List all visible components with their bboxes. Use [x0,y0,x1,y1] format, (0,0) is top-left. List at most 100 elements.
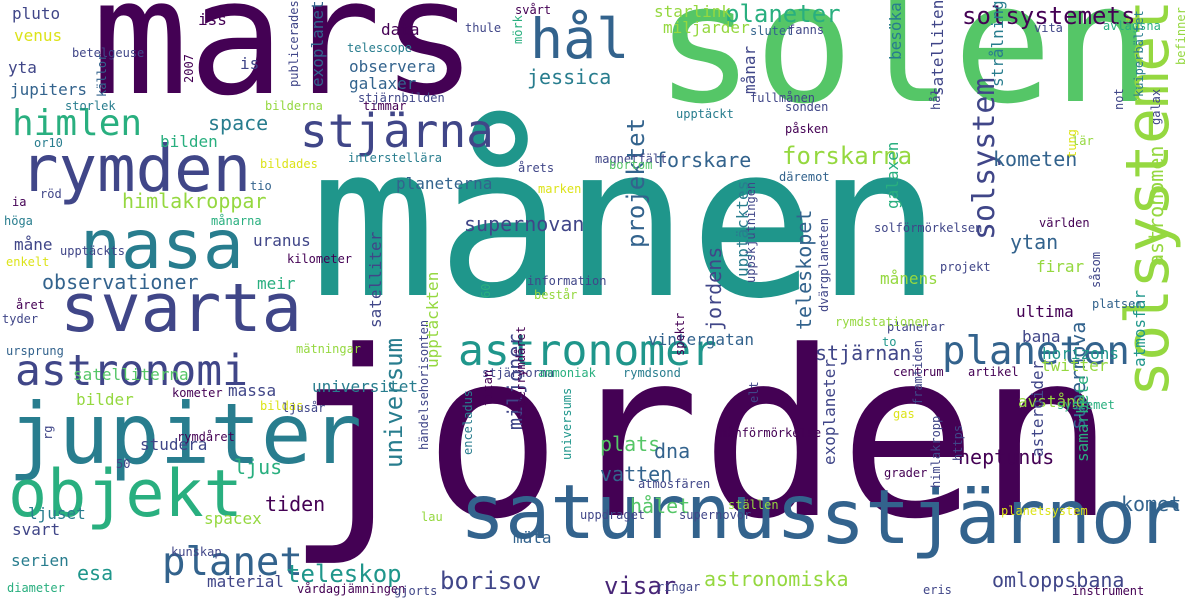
cloud-word-komet: komet [1121,492,1182,516]
cloud-word-sonden: sonden [785,100,829,114]
cloud-word-astronomer: astronomer [458,326,717,376]
cloud-word-ringar: ringar [657,580,701,594]
cloud-word-tio: tio [250,179,272,193]
cloud-word-plats: plats [600,432,661,456]
cloud-word-superrymdaret: superrymdåret [514,326,528,420]
cloud-word-kunskap: kunskap [171,545,222,559]
cloud-word-uppdraget: uppdraget [580,508,646,522]
cloud-word-supernovor: supernovor [679,508,752,522]
cloud-word-solen: solen [655,0,1152,140]
cloud-word-firar: firar [1036,257,1085,276]
cloud-word-svart: svart [12,520,61,539]
cloud-word-to: to [882,335,897,349]
cloud-word-aret: året [16,298,45,312]
cloud-word-himlen: himlen [12,103,143,144]
cloud-word-centrum: centrum [893,365,944,379]
cloud-word-planerar: planerar [887,320,945,334]
cloud-word-ursprung: ursprung [6,344,64,358]
cloud-word-marken: marken [538,182,582,196]
cloud-word-vintergatan: vintergatan [648,330,754,349]
cloud-word-fanns: fanns [788,23,825,37]
cloud-word-diameter: diameter [7,581,65,595]
cloud-word-rg: rg [41,425,55,440]
cloud-word-mork: mörk [511,15,525,44]
cloud-word-not: not [1112,88,1126,110]
cloud-word-matningar: mätningar [296,342,362,356]
cloud-word-esa: esa [77,561,114,585]
cloud-word-or10: or10 [34,136,63,150]
cloud-word-data: data [381,20,420,39]
cloud-word-projekt: projekt [940,260,991,274]
cloud-word-serien: serien [11,551,69,570]
cloud-word-bestar: består [534,288,578,302]
cloud-word-varlden: världen [1039,216,1090,230]
cloud-word-publicerades: publicerades [287,0,301,87]
cloud-word-ytan: ytan [1010,230,1059,254]
cloud-word-jupiter: jupiter [8,385,363,483]
cloud-word-stallen: ställen [728,498,779,512]
cloud-word-lau: lau [421,510,443,524]
cloud-word-asteroider: asteroider [1028,360,1047,457]
cloud-word-horizons: horizons [1042,344,1120,363]
cloud-word-timmar: timmar [363,99,407,113]
cloud-word-borisov: borisov [440,567,542,595]
cloud-word-meir: meir [257,274,296,293]
cloud-word-avlagsna: avlägsna [1103,19,1161,33]
cloud-word-bilden: bilden [160,132,218,151]
cloud-word-planeten: planeten [942,329,1130,374]
cloud-word-satelliten: satelliten [928,0,947,96]
cloud-word-telescope: telescope [347,41,413,55]
cloud-word-neptunus: neptunus [958,445,1055,469]
cloud-word-supernovan: supernovan [464,212,585,236]
cloud-word-svart: svårt [515,3,552,17]
cloud-word-rymdstationen: rymdstationen [835,315,929,329]
cloud-word-besoka: besöka [886,2,905,60]
cloud-word-manar: månar [740,45,759,94]
cloud-word-information: information [527,274,607,288]
cloud-word-nasa: nasa [80,206,244,285]
cloud-word-visar: visar [604,572,677,600]
cloud-word-massa: massa [228,381,277,400]
cloud-word-rymden: rymden [20,133,252,207]
cloud-word-planeter: planeter [725,0,841,28]
cloud-word-stjarnorna: stjärnorna [482,366,555,380]
cloud-word-venus: venus [14,26,63,45]
cloud-word-exoplaneter: exoplaneter [820,359,839,465]
cloud-word-stjarna: stjärna [300,104,494,158]
cloud-word-kometen: kometen [993,147,1078,171]
cloud-word-enceladus: enceladus [461,389,475,455]
cloud-word-titan: titan [481,369,495,406]
cloud-word-manens: månens [880,269,938,288]
cloud-word-magnetfalt: magnetfält [595,152,668,166]
cloud-word-spacex: spacex [204,509,262,528]
cloud-word-bildades: bildades [260,157,318,171]
cloud-word-interstellara: interstellära [348,151,442,165]
cloud-word-tyder: tyder [2,312,39,326]
cloud-word-https: https [951,424,965,461]
cloud-word-himlakroppar: himlakroppar [122,189,267,213]
cloud-word-rymdaret: rymdåret [177,430,235,444]
cloud-word-stjarnan: stjärnan [815,341,912,365]
cloud-word-50: 50 [116,457,131,471]
cloud-word-teleskopet: teleskopet [792,209,816,330]
cloud-word-uranus: uranus [253,231,311,250]
cloud-word-planet: planet [162,540,303,585]
cloud-word-avstand: avstånd [1018,392,1086,411]
cloud-word-kometer: kometer [172,386,223,400]
cloud-word-dna: dna [654,439,691,463]
cloud-word-ultima: ultima [1016,302,1074,321]
cloud-word-systemet: systemet [1057,398,1115,412]
cloud-word-astronomen: astronomen [1144,145,1168,266]
cloud-word-ljusar: ljusår [282,401,326,415]
cloud-word-manformorkelse: månförmörkelse [720,426,822,440]
cloud-word-galaxen: galaxen [883,141,902,209]
cloud-word-solsystemets: solsystemets [962,2,1136,30]
cloud-word-spektr: spektr [673,312,687,356]
cloud-word-kallor: källor [95,53,109,97]
cloud-word-projektet: projektet [622,117,650,248]
cloud-word-himlakropp: himlakropp [929,415,943,488]
cloud-word-sasom: såsom [1089,251,1103,288]
cloud-word-fullmanen: fullmånen [750,91,816,105]
cloud-word-satelliterna: satelliterna [73,365,189,384]
